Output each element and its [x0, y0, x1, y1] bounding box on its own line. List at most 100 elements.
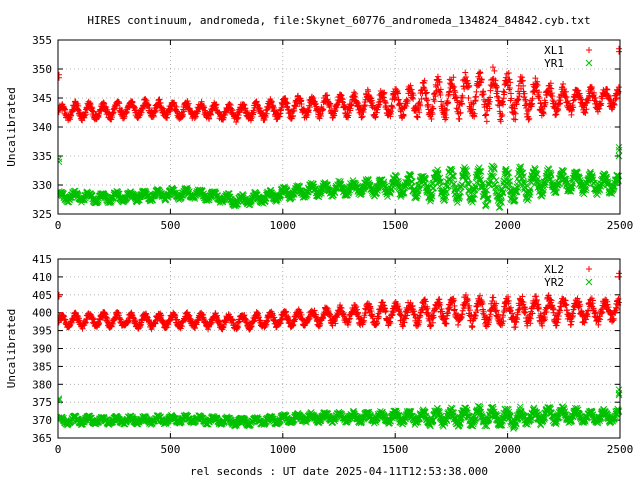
data-point [373, 189, 381, 197]
data-point [462, 69, 469, 76]
data-point [493, 83, 500, 90]
data-point [404, 98, 411, 105]
data-point [587, 168, 594, 176]
data-point [456, 116, 463, 123]
data-point [508, 95, 515, 102]
data-point [563, 94, 570, 101]
data-point [444, 182, 452, 190]
data-point [506, 84, 513, 91]
y-tick-label: 415 [32, 253, 52, 266]
data-point [439, 102, 446, 109]
data-point [431, 98, 438, 105]
data-point [483, 111, 490, 118]
data-point [499, 188, 507, 196]
data-point [476, 82, 483, 89]
data-point [520, 82, 527, 89]
data-point [491, 67, 498, 74]
data-point [453, 94, 460, 101]
data-point [571, 96, 578, 103]
edge-point [58, 74, 62, 81]
data-point [382, 99, 389, 106]
data-point [434, 82, 441, 89]
data-point [393, 173, 401, 181]
data-point [523, 101, 530, 108]
data-point [506, 76, 513, 83]
data-point [388, 103, 395, 110]
y-axis-label: Uncalibrated [5, 309, 18, 388]
data-point [164, 114, 171, 121]
data-point [453, 199, 461, 206]
data-point [397, 100, 404, 107]
data-point [428, 191, 435, 198]
data-point [473, 88, 480, 95]
data-point [145, 101, 152, 108]
data-point [293, 103, 300, 110]
data-point [457, 109, 464, 116]
data-point [502, 165, 510, 173]
data-point [493, 184, 501, 191]
data-point [298, 101, 305, 108]
data-point [362, 102, 369, 109]
data-point [180, 108, 187, 115]
data-point [437, 92, 444, 99]
data-point [604, 86, 611, 93]
data-point [414, 114, 421, 121]
data-point [343, 113, 350, 120]
data-point [562, 88, 569, 95]
data-point [446, 88, 453, 95]
data-point [493, 82, 500, 89]
data-point [512, 116, 519, 123]
data-point [434, 170, 442, 178]
data-point [289, 112, 296, 119]
data-point [506, 177, 514, 185]
data-point [471, 191, 478, 198]
data-point [560, 168, 568, 175]
data-point [483, 201, 490, 208]
x-tick-label: 2500 [607, 219, 634, 232]
data-point [517, 85, 524, 92]
data-point [448, 165, 455, 173]
data-point [316, 111, 323, 118]
data-point [310, 180, 317, 188]
data-point [455, 194, 463, 202]
data-point [588, 84, 595, 91]
edge-point [616, 48, 622, 55]
data-point [488, 170, 495, 178]
data-point [448, 77, 455, 84]
data-point [418, 95, 425, 102]
data-point [541, 181, 549, 189]
data-point [519, 77, 526, 84]
data-point [432, 93, 439, 100]
data-point [409, 178, 416, 186]
data-point [605, 179, 612, 187]
data-point [417, 102, 424, 109]
data-point [517, 163, 525, 170]
data-point [132, 317, 139, 324]
y-tick-label: 375 [32, 396, 52, 409]
data-point [615, 172, 623, 180]
y-tick-label: 385 [32, 360, 52, 373]
data-point [483, 118, 490, 125]
data-point [525, 106, 532, 113]
data-point [291, 107, 298, 114]
data-point [348, 102, 355, 109]
series-xl2 [58, 270, 622, 333]
data-point [476, 174, 483, 182]
data-point [421, 174, 429, 182]
x-tick-label: 2500 [607, 443, 634, 456]
series-xl1 [58, 45, 622, 126]
data-point [478, 76, 485, 83]
data-point [585, 97, 592, 104]
x-tick-label: 1000 [270, 219, 297, 232]
data-point [510, 197, 517, 205]
data-point [416, 109, 423, 116]
y-tick-label: 380 [32, 378, 52, 391]
data-point [548, 85, 555, 92]
data-point [116, 100, 123, 107]
data-point [394, 177, 402, 185]
data-point [500, 88, 507, 95]
data-point [482, 202, 490, 210]
data-point [158, 312, 165, 319]
y-tick-label: 335 [32, 150, 52, 163]
